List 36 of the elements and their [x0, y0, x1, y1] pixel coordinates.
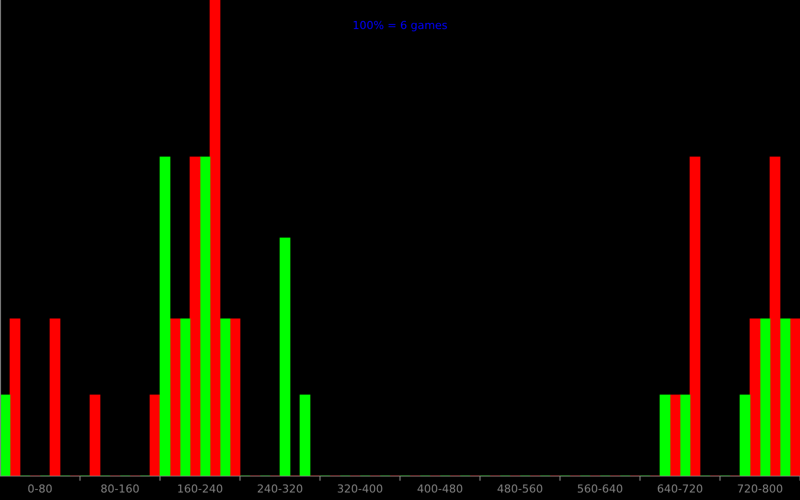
bar — [300, 394, 310, 476]
x-tick-label: 0-80 — [28, 482, 52, 496]
bar — [170, 318, 180, 476]
bar — [690, 156, 700, 476]
bar — [230, 318, 240, 476]
x-tick-label: 480-560 — [497, 482, 543, 496]
x-tick-label: 80-160 — [100, 482, 140, 496]
bar — [10, 318, 20, 476]
x-tick-label: 560-640 — [577, 482, 623, 496]
bar — [750, 318, 760, 476]
bar — [150, 394, 160, 476]
bar — [220, 318, 230, 476]
x-tick-label: 320-400 — [337, 482, 383, 496]
annotation: 100% = 6 games — [352, 18, 448, 32]
bar — [190, 156, 200, 476]
x-tick-label: 400-480 — [417, 482, 463, 496]
bar — [50, 318, 60, 476]
bar — [90, 394, 100, 476]
bar — [280, 238, 290, 476]
bar — [160, 156, 170, 476]
x-tick-label: 720-800 — [737, 482, 783, 496]
x-tick-label: 160-240 — [177, 482, 223, 496]
bar — [670, 394, 680, 476]
bar — [210, 0, 220, 476]
bar — [770, 156, 780, 476]
bar — [0, 394, 10, 476]
x-tick-label: 240-320 — [257, 482, 303, 496]
bar — [760, 318, 770, 476]
bar — [790, 318, 800, 476]
bar — [200, 156, 210, 476]
x-tick-label: 640-720 — [657, 482, 703, 496]
bar — [680, 394, 690, 476]
bar — [660, 394, 670, 476]
bar — [180, 318, 190, 476]
bar — [780, 318, 790, 476]
bar — [740, 394, 750, 476]
